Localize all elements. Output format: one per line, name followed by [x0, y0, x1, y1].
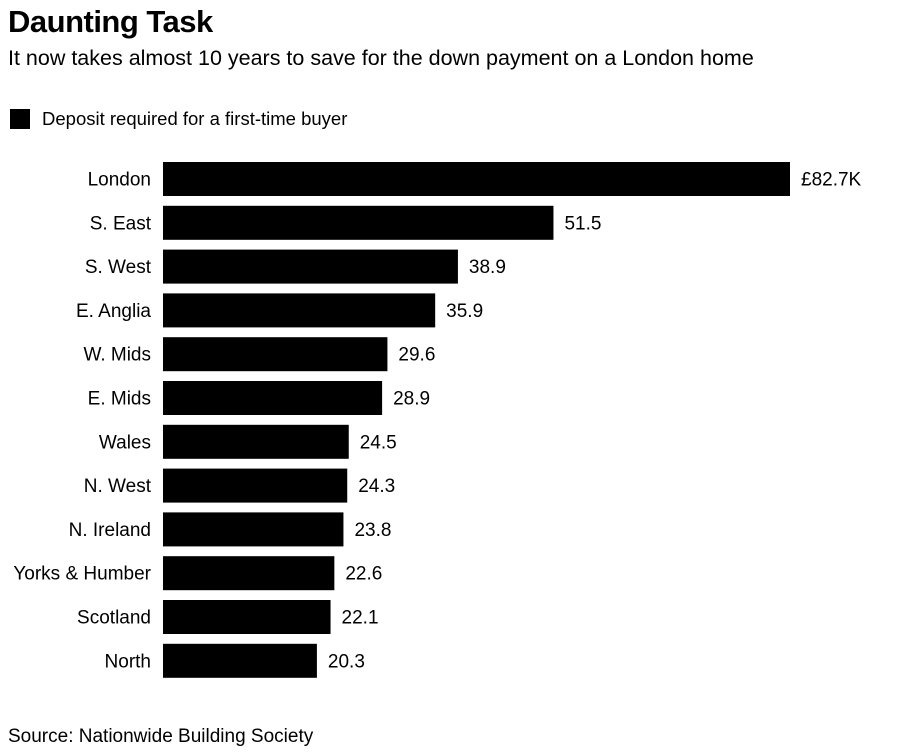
chart-subtitle: It now takes almost 10 years to save for… — [8, 46, 754, 70]
bar — [163, 249, 458, 284]
data-label: 20.3 — [328, 651, 365, 672]
data-label: £82.7K — [801, 170, 862, 191]
bar — [163, 205, 554, 240]
data-label: 24.3 — [358, 476, 395, 497]
data-label: 24.5 — [360, 432, 397, 453]
category-label: Scotland — [77, 608, 151, 629]
data-label: 35.9 — [446, 301, 483, 322]
chart-title: Daunting Task — [8, 4, 213, 39]
category-label: W. Mids — [83, 345, 151, 366]
bar — [163, 512, 344, 547]
data-label: 29.6 — [398, 345, 435, 366]
category-label: Yorks & Humber — [13, 564, 151, 585]
legend-swatch — [10, 109, 30, 129]
bar — [163, 468, 348, 503]
category-label: S. West — [85, 257, 152, 278]
bar — [163, 381, 383, 415]
data-label: 22.1 — [342, 608, 379, 629]
category-label: London — [88, 170, 151, 191]
data-label: 23.8 — [354, 520, 391, 541]
category-label: N. West — [84, 476, 152, 497]
bar — [163, 337, 388, 372]
data-label: 38.9 — [469, 257, 506, 278]
category-label: North — [105, 651, 151, 672]
data-label: 22.6 — [345, 564, 382, 585]
category-label: E. Mids — [88, 389, 151, 410]
bar — [163, 556, 335, 591]
category-label: Wales — [99, 432, 151, 453]
bar — [163, 293, 436, 328]
category-label: N. Ireland — [69, 520, 151, 541]
legend: Deposit required for a first-time buyer — [10, 108, 347, 130]
bar — [163, 424, 349, 459]
source-note: Source: Nationwide Building Society — [8, 726, 314, 747]
data-label: 51.5 — [564, 213, 601, 234]
category-label: E. Anglia — [76, 301, 151, 322]
bar — [163, 600, 331, 634]
data-label: 28.9 — [393, 389, 430, 410]
legend-label: Deposit required for a first-time buyer — [42, 108, 348, 129]
bar — [163, 162, 790, 196]
bar — [163, 643, 317, 678]
category-label: S. East — [90, 213, 152, 234]
